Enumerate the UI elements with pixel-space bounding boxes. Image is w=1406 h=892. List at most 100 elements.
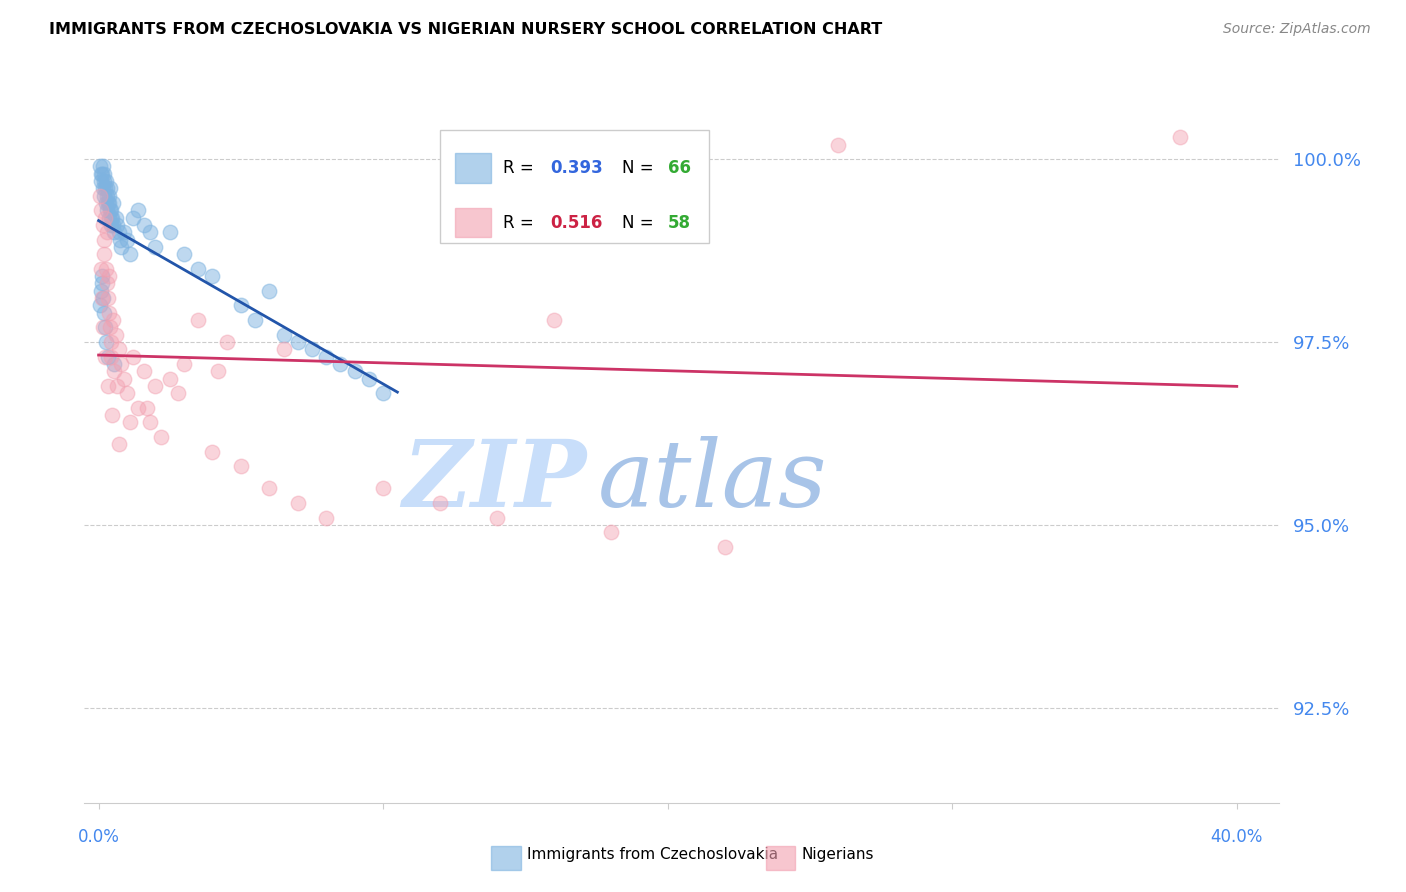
Point (90, 167, 112, 181)
Point (159, 225, 181, 239)
Point (110, 240, 132, 254)
Text: 40.0%: 40.0% (1211, 828, 1263, 846)
Point (91, 277, 114, 291)
Text: 58: 58 (668, 214, 690, 232)
Point (187, 313, 209, 327)
Point (94, 174, 117, 188)
Bar (456, 153, 491, 183)
Point (105, 379, 128, 393)
Point (105, 218, 128, 232)
Point (287, 334, 309, 349)
Point (103, 357, 125, 371)
Point (827, 137, 849, 152)
Point (103, 364, 125, 378)
Point (187, 261, 209, 276)
Point (357, 371, 380, 385)
Point (215, 334, 238, 349)
Text: 0.0%: 0.0% (77, 828, 120, 846)
Point (229, 298, 252, 312)
Point (97, 211, 120, 225)
Point (98, 320, 121, 334)
Point (150, 430, 173, 444)
Point (273, 343, 295, 357)
Text: IMMIGRANTS FROM CZECHOSLOVAKIA VS NIGERIAN NURSERY SCHOOL CORRELATION CHART: IMMIGRANTS FROM CZECHOSLOVAKIA VS NIGERI… (49, 22, 883, 37)
Point (96, 181, 118, 195)
Point (543, 313, 565, 327)
Point (101, 196, 124, 211)
Point (97, 350, 120, 364)
Point (101, 408, 124, 422)
Point (108, 437, 131, 451)
Point (201, 444, 224, 458)
Point (100, 218, 122, 232)
Point (90, 261, 112, 276)
Point (89, 298, 111, 312)
Point (93, 188, 115, 202)
Point (98, 196, 121, 211)
Bar (456, 208, 491, 237)
Point (110, 357, 132, 371)
Point (229, 459, 252, 474)
Point (315, 350, 337, 364)
Point (103, 218, 125, 232)
Point (599, 525, 621, 540)
Point (93, 233, 115, 247)
Point (243, 313, 266, 327)
Point (93, 167, 115, 181)
Point (96, 203, 118, 218)
Text: N =: N = (623, 159, 659, 177)
Point (173, 247, 195, 261)
Point (96, 334, 118, 349)
Point (173, 357, 195, 371)
Point (713, 540, 735, 554)
Point (101, 313, 124, 327)
Point (101, 211, 124, 225)
Text: atlas: atlas (599, 436, 828, 526)
Point (201, 269, 224, 284)
Point (139, 225, 162, 239)
Bar (491, 846, 520, 870)
Point (127, 203, 149, 218)
Point (259, 481, 281, 495)
Point (145, 379, 167, 393)
Point (127, 401, 149, 415)
Point (93, 306, 115, 320)
Point (91, 181, 114, 195)
Point (97, 196, 120, 211)
Point (100, 334, 122, 349)
Point (96, 277, 118, 291)
Point (104, 327, 127, 342)
Point (118, 247, 141, 261)
Point (90, 269, 112, 284)
Point (93, 320, 115, 334)
Point (97, 306, 120, 320)
Text: Source: ZipAtlas.com: Source: ZipAtlas.com (1223, 22, 1371, 37)
Text: 66: 66 (668, 159, 690, 177)
Point (273, 327, 295, 342)
Point (91, 167, 114, 181)
Point (94, 196, 117, 211)
Point (103, 225, 125, 239)
Point (373, 481, 395, 495)
Point (121, 350, 143, 364)
Text: N =: N = (623, 214, 659, 232)
Text: R =: R = (503, 159, 538, 177)
Point (118, 416, 141, 430)
Text: Immigrants from Czechoslovakia: Immigrants from Czechoslovakia (527, 847, 778, 862)
Point (167, 386, 190, 401)
Point (301, 343, 323, 357)
Point (94, 211, 117, 225)
Point (104, 211, 127, 225)
Point (132, 218, 156, 232)
Point (97, 291, 120, 305)
Point (287, 496, 309, 510)
Point (115, 386, 138, 401)
Point (100, 350, 122, 364)
Point (94, 320, 117, 334)
Point (112, 225, 135, 239)
Point (89, 188, 111, 202)
Point (100, 211, 122, 225)
Point (485, 510, 508, 524)
Point (97, 188, 120, 202)
FancyBboxPatch shape (440, 130, 710, 244)
